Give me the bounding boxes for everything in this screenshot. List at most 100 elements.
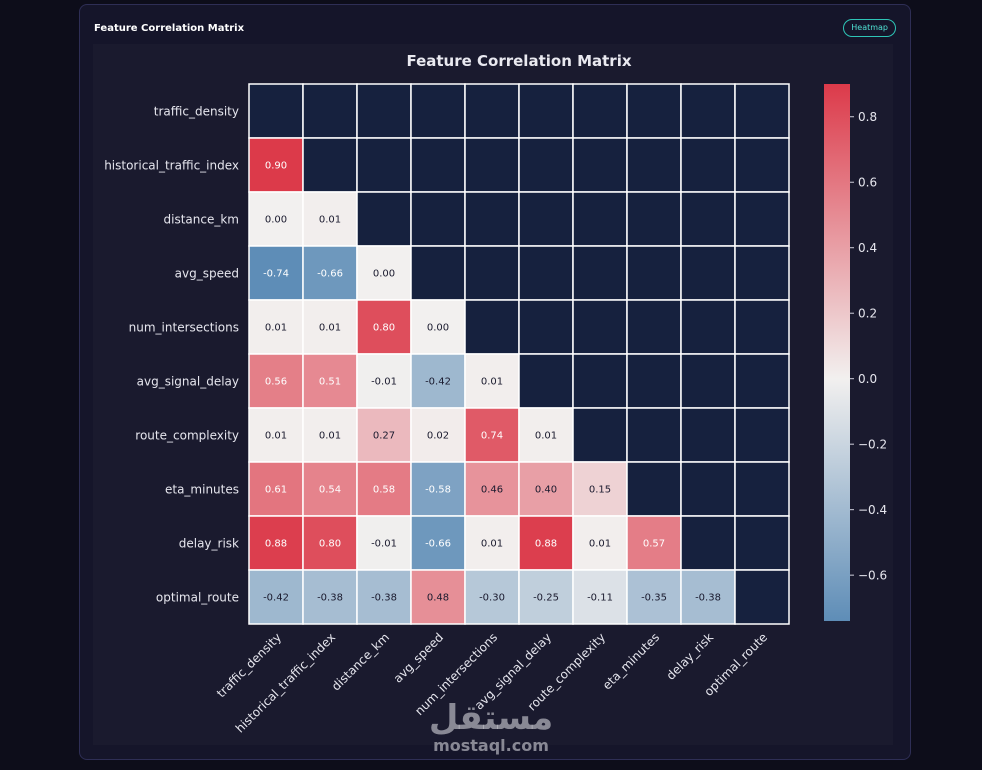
cell-value-label: 0.01: [535, 431, 557, 442]
cell-value-label: -0.38: [371, 593, 397, 604]
heatmap-cell: [680, 515, 736, 571]
heatmap-cell: [248, 515, 304, 571]
heatmap-cell: [464, 299, 520, 355]
cell-value-label: 0.01: [319, 215, 341, 226]
heatmap-cell: [464, 245, 520, 301]
cell-value-label: -0.42: [425, 377, 451, 388]
heatmap-cell: [410, 245, 466, 301]
cell-value-label: 0.27: [373, 431, 395, 442]
cell-value-label: 0.80: [319, 539, 341, 550]
heatmap-cell: [302, 515, 358, 571]
plot-area: Feature Correlation Matrix 0.90 0.00 0.01 -…: [93, 44, 893, 745]
colorbar: [824, 84, 850, 621]
heatmap-cell: [734, 137, 790, 193]
heatmap-cell: [680, 245, 736, 301]
heatmap-cell: [518, 407, 574, 463]
cell-value-label: -0.38: [695, 593, 721, 604]
cell-value-label: -0.11: [587, 593, 613, 604]
heatmap-cell: [464, 83, 520, 139]
heatmap-cell: [410, 515, 466, 571]
heatmap-cell: [356, 83, 412, 139]
cell-value-label: -0.66: [425, 539, 451, 550]
cell-value-label: 0.61: [265, 485, 287, 496]
heatmap-cell: [680, 353, 736, 409]
heatmap-cell: [572, 245, 628, 301]
column-tick-label: distance_km: [329, 630, 392, 693]
cell-value-label: 0.01: [589, 539, 611, 550]
heatmap-cell: [572, 191, 628, 247]
cell-value-label: -0.25: [533, 593, 559, 604]
heatmap-cell: [410, 353, 466, 409]
column-tick-label: eta_minutes: [600, 630, 662, 692]
watermark-logo: مستقل: [428, 698, 554, 738]
cell-value-label: 0.00: [265, 215, 287, 226]
heatmap-cell: [518, 83, 574, 139]
heatmap-cell: [518, 515, 574, 571]
heatmap-cell: [518, 191, 574, 247]
cell-value-label: 0.15: [589, 485, 611, 496]
row-tick-label: optimal_route: [156, 591, 239, 605]
heatmap-cell: [626, 353, 682, 409]
cell-value-label: -0.01: [371, 377, 397, 388]
cell-value-label: 0.88: [265, 539, 287, 550]
heatmap-cell: [410, 191, 466, 247]
chart-title: Feature Correlation Matrix: [406, 52, 631, 70]
column-tick-label: delay_risk: [664, 630, 717, 683]
heatmap-cell: [734, 353, 790, 409]
heatmap-cell: [572, 299, 628, 355]
heatmap-cell: [302, 137, 358, 193]
heatmap-cell: [356, 137, 412, 193]
heatmap-cell: [626, 137, 682, 193]
heatmap-cell: [626, 407, 682, 463]
heatmap-cell: [680, 137, 736, 193]
cell-value-label: 0.01: [265, 431, 287, 442]
row-tick-label: historical_traffic_index: [104, 159, 239, 173]
cell-value-label: -0.38: [317, 593, 343, 604]
heatmap-cell: [734, 299, 790, 355]
cell-value-label: 0.01: [481, 539, 503, 550]
heatmap-cell: [518, 299, 574, 355]
heatmap-cell: [356, 569, 412, 625]
heatmap-cell: [518, 245, 574, 301]
heatmap-cell: [572, 515, 628, 571]
heatmap-cell: [680, 299, 736, 355]
row-tick-label: route_complexity: [135, 429, 239, 443]
heatmap-cell: [248, 191, 304, 247]
watermark: مستقل mostaql.com: [420, 700, 562, 755]
cell-value-label: -0.42: [263, 593, 289, 604]
heatmap-cell: [464, 191, 520, 247]
cell-value-label: -0.01: [371, 539, 397, 550]
heatmap-cell: [302, 191, 358, 247]
heatmap-cell: [572, 83, 628, 139]
correlation-heatmap: Feature Correlation Matrix 0.90 0.00 0.01 -…: [104, 52, 887, 735]
heatmap-cell: [356, 191, 412, 247]
heatmap-cell: [680, 407, 736, 463]
cell-value-label: 0.46: [481, 485, 503, 496]
heatmap-cell: [248, 83, 304, 139]
heatmap-cell: [356, 245, 412, 301]
cell-value-label: 0.80: [373, 323, 395, 334]
heatmap-cell: [626, 191, 682, 247]
heatmap-badge[interactable]: Heatmap: [843, 19, 896, 37]
cell-value-label: -0.58: [425, 485, 451, 496]
heatmap-cell: [248, 569, 304, 625]
heatmap-cell: [356, 353, 412, 409]
colorbar-tick-label: 0.0: [858, 372, 877, 386]
heatmap-cell: [734, 245, 790, 301]
heatmap-cell: [626, 299, 682, 355]
column-tick-label: historical_traffic_index: [233, 630, 338, 735]
heatmap-cell: [734, 191, 790, 247]
heatmap-cell: [302, 461, 358, 517]
heatmap-cell: [518, 137, 574, 193]
heatmap-cell: [248, 461, 304, 517]
cell-value-label: -0.35: [641, 593, 667, 604]
heatmap-cell: [680, 191, 736, 247]
heatmap-cell: [680, 461, 736, 517]
heatmap-cell: [410, 461, 466, 517]
heatmap-cell: [734, 515, 790, 571]
colorbar-tick-label: 0.8: [858, 110, 877, 124]
heatmap-cell: [572, 353, 628, 409]
cell-value-label: 0.01: [319, 431, 341, 442]
row-tick-label: num_intersections: [129, 321, 239, 335]
heatmap-cell: [680, 569, 736, 625]
